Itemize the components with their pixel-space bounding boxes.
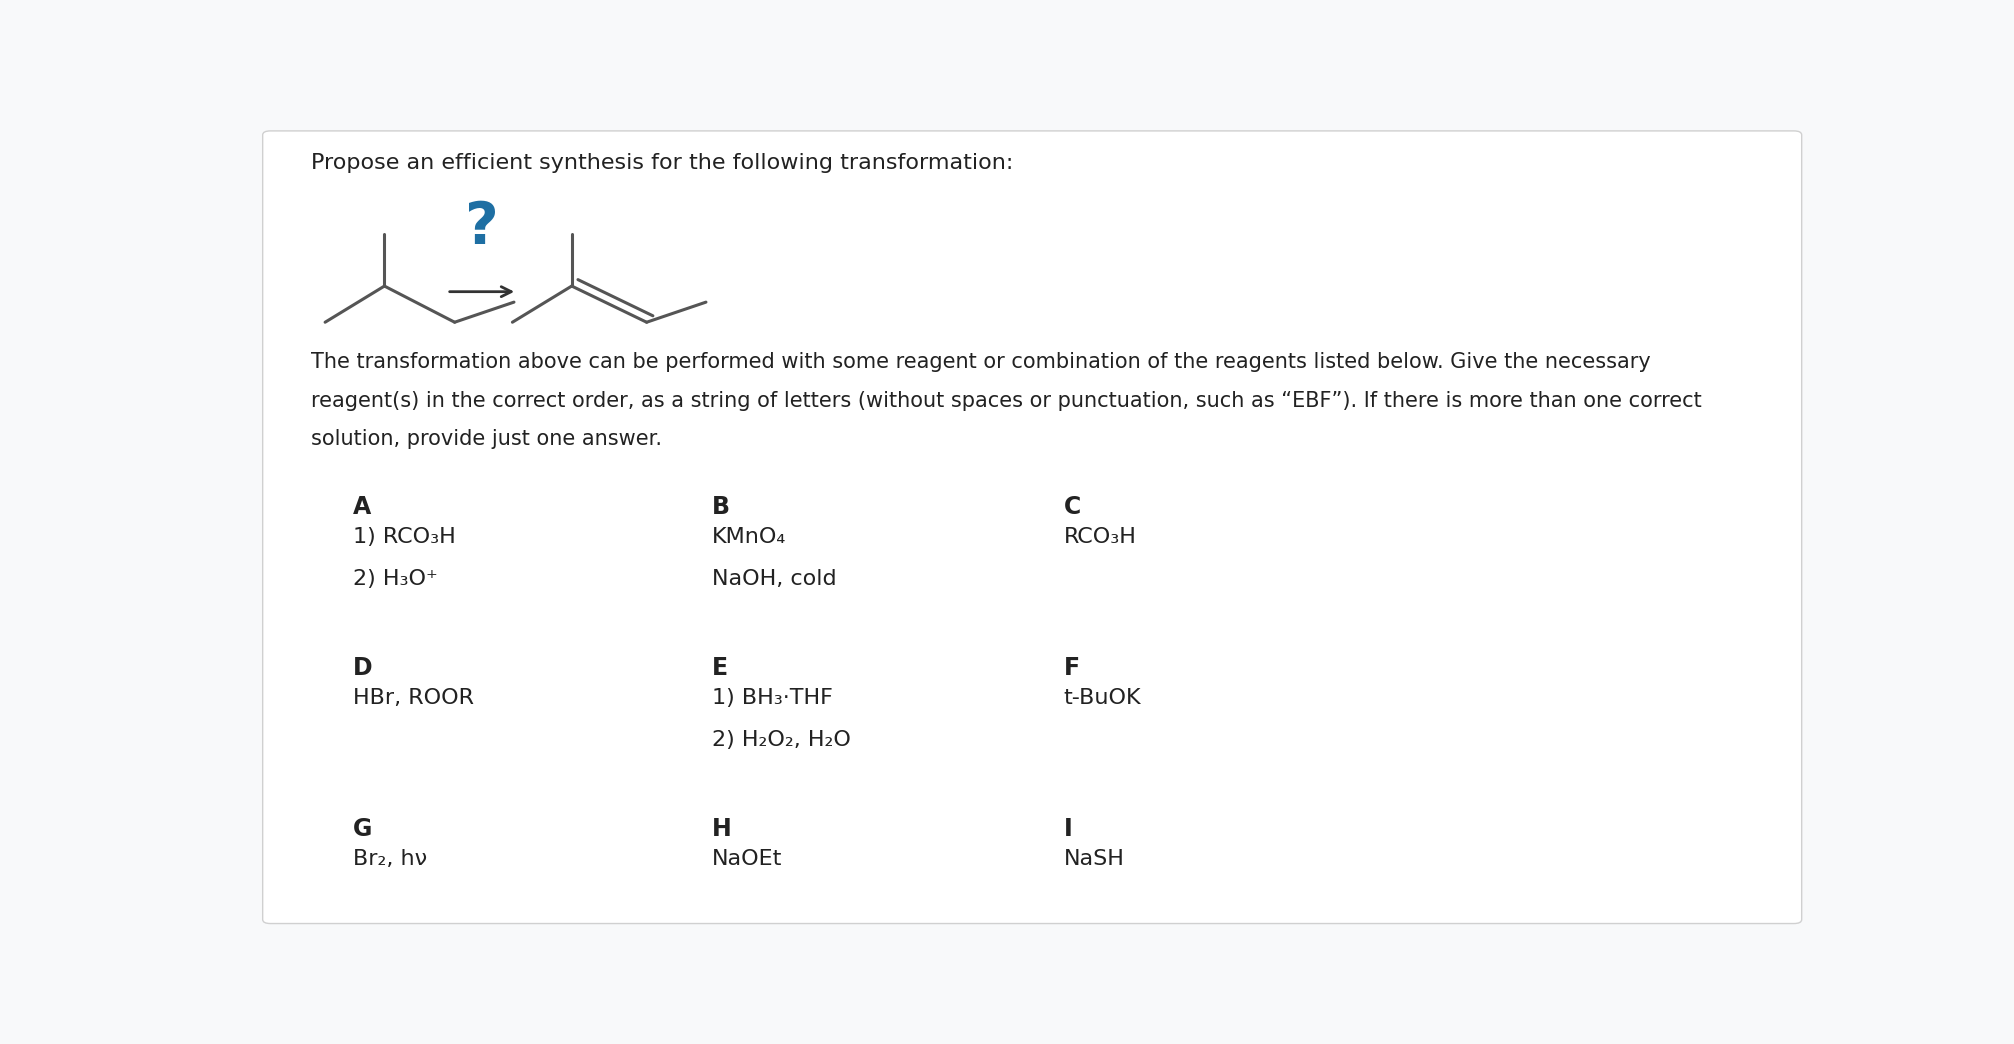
- Text: Propose an efficient synthesis for the following transformation:: Propose an efficient synthesis for the f…: [310, 153, 1013, 173]
- Text: NaOEt: NaOEt: [713, 849, 783, 869]
- Text: NaOH, cold: NaOH, cold: [713, 569, 838, 589]
- Text: RCO₃H: RCO₃H: [1063, 527, 1136, 547]
- Text: D: D: [352, 656, 373, 680]
- Text: C: C: [1063, 495, 1082, 519]
- Text: KMnO₄: KMnO₄: [713, 527, 785, 547]
- Text: The transformation above can be performed with some reagent or combination of th: The transformation above can be performe…: [310, 352, 1651, 372]
- Text: 2) H₂O₂, H₂O: 2) H₂O₂, H₂O: [713, 730, 852, 750]
- FancyBboxPatch shape: [262, 130, 1803, 924]
- Text: HBr, ROOR: HBr, ROOR: [352, 688, 473, 708]
- Text: A: A: [352, 495, 371, 519]
- Text: solution, provide just one answer.: solution, provide just one answer.: [310, 429, 663, 449]
- Text: 1) RCO₃H: 1) RCO₃H: [352, 527, 455, 547]
- Text: H: H: [713, 816, 731, 840]
- Text: B: B: [713, 495, 731, 519]
- Text: F: F: [1063, 656, 1080, 680]
- Text: NaSH: NaSH: [1063, 849, 1124, 869]
- Text: t-BuOK: t-BuOK: [1063, 688, 1142, 708]
- Text: G: G: [352, 816, 373, 840]
- Text: reagent(s) in the correct order, as a string of letters (without spaces or punct: reagent(s) in the correct order, as a st…: [310, 390, 1702, 410]
- Text: I: I: [1063, 816, 1071, 840]
- Text: 1) BH₃·THF: 1) BH₃·THF: [713, 688, 834, 708]
- Text: Br₂, hν: Br₂, hν: [352, 849, 427, 869]
- Text: ?: ?: [465, 198, 499, 256]
- Text: E: E: [713, 656, 729, 680]
- Text: 2) H₃O⁺: 2) H₃O⁺: [352, 569, 437, 589]
